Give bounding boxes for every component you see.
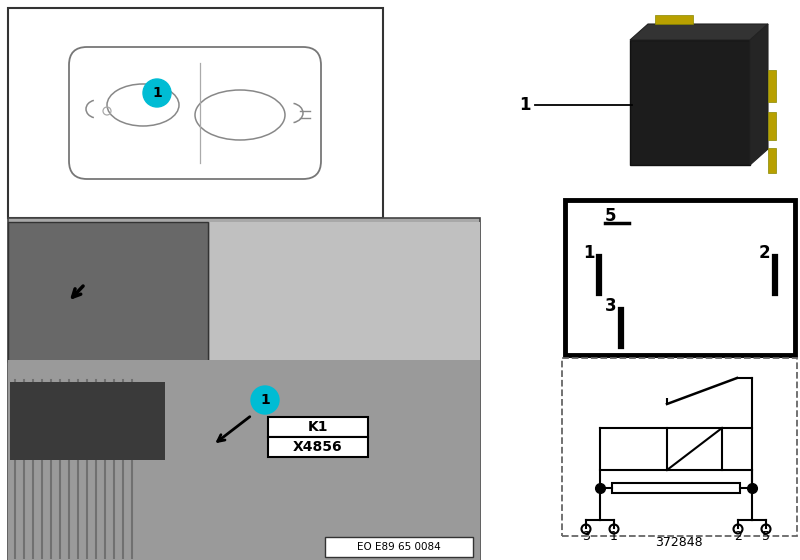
- Bar: [768, 112, 776, 140]
- Bar: [8, 8, 383, 218]
- Text: 2: 2: [734, 530, 742, 543]
- Polygon shape: [630, 24, 768, 40]
- Text: K1: K1: [308, 420, 328, 434]
- Text: 3: 3: [605, 297, 617, 315]
- Text: 1: 1: [583, 244, 594, 262]
- Bar: [612, 483, 740, 493]
- Text: X4856: X4856: [293, 440, 343, 454]
- Bar: [8, 218, 480, 560]
- Circle shape: [251, 386, 279, 414]
- Bar: [8, 222, 208, 362]
- Bar: [8, 360, 480, 560]
- Text: 1: 1: [152, 86, 162, 100]
- FancyBboxPatch shape: [69, 47, 321, 179]
- Text: 1: 1: [260, 393, 270, 407]
- Text: 372848: 372848: [655, 536, 703, 549]
- Ellipse shape: [195, 90, 285, 140]
- Bar: [325, 537, 473, 557]
- Text: 1: 1: [610, 530, 618, 543]
- Bar: [667, 428, 722, 470]
- Text: 5: 5: [762, 530, 770, 543]
- Bar: [565, 5, 795, 200]
- Text: EO E89 65 0084: EO E89 65 0084: [357, 542, 441, 552]
- Text: 2: 2: [759, 244, 770, 262]
- Bar: [210, 222, 480, 362]
- Bar: [768, 70, 776, 102]
- Text: 5: 5: [605, 207, 617, 225]
- Ellipse shape: [107, 84, 179, 126]
- Bar: [268, 437, 368, 457]
- Text: 3: 3: [582, 530, 590, 543]
- Bar: [562, 358, 797, 536]
- Text: 1: 1: [519, 96, 530, 114]
- Polygon shape: [750, 24, 768, 165]
- Bar: [565, 200, 795, 355]
- Circle shape: [143, 79, 171, 107]
- Bar: [655, 15, 693, 24]
- Bar: [630, 40, 750, 165]
- Bar: [10, 382, 165, 460]
- Bar: [268, 417, 368, 437]
- Bar: [768, 148, 776, 173]
